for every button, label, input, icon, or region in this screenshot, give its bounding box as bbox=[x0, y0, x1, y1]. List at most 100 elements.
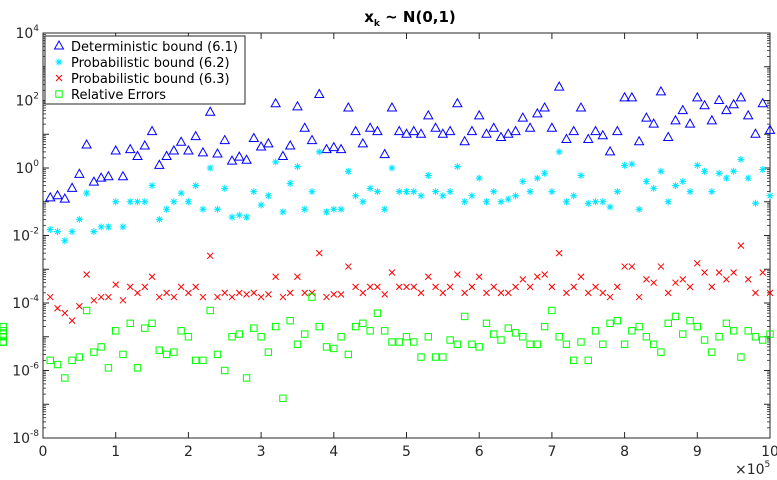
data-point bbox=[619, 91, 630, 102]
data-point bbox=[715, 333, 723, 341]
series-2 bbox=[47, 148, 774, 245]
data-point bbox=[708, 348, 716, 356]
data-point bbox=[328, 141, 340, 152]
data-point bbox=[301, 289, 309, 297]
data-point bbox=[272, 158, 280, 166]
data-point bbox=[737, 353, 745, 361]
data-point bbox=[744, 327, 752, 335]
data-point bbox=[199, 356, 207, 365]
data-point bbox=[664, 319, 672, 328]
data-point bbox=[670, 114, 681, 125]
data-point bbox=[570, 192, 578, 200]
data-point bbox=[337, 205, 345, 213]
data-point bbox=[270, 97, 281, 108]
data-point bbox=[344, 167, 352, 175]
data-point bbox=[751, 333, 760, 341]
data-point bbox=[592, 283, 599, 291]
data-point bbox=[693, 161, 701, 169]
data-point bbox=[439, 289, 447, 297]
data-point bbox=[468, 192, 476, 200]
data-point bbox=[271, 322, 280, 331]
data-point bbox=[504, 289, 512, 297]
data-point bbox=[415, 128, 427, 138]
data-point bbox=[635, 293, 643, 301]
data-point bbox=[563, 289, 570, 297]
data-point bbox=[337, 333, 345, 341]
data-point bbox=[119, 223, 127, 231]
data-point bbox=[119, 350, 127, 359]
data-point bbox=[597, 129, 609, 140]
data-point bbox=[292, 100, 303, 111]
data-point bbox=[386, 101, 398, 112]
data-point bbox=[430, 122, 441, 132]
y-tick-label: 10-8 bbox=[12, 429, 39, 447]
data-point bbox=[110, 144, 122, 155]
data-point bbox=[417, 289, 425, 297]
data-point bbox=[293, 163, 301, 171]
data-point bbox=[439, 192, 447, 200]
data-point bbox=[408, 125, 420, 136]
data-point bbox=[299, 122, 311, 132]
data-point bbox=[628, 327, 636, 335]
data-point bbox=[526, 340, 534, 348]
data-point bbox=[213, 205, 221, 213]
data-point bbox=[553, 81, 565, 91]
data-point bbox=[591, 327, 600, 335]
data-point bbox=[626, 91, 638, 102]
data-point bbox=[364, 122, 376, 132]
data-point bbox=[482, 319, 491, 328]
data-point bbox=[466, 125, 478, 136]
data-point bbox=[657, 167, 665, 175]
data-point bbox=[679, 177, 687, 185]
data-point bbox=[73, 168, 85, 178]
x-tick-label: 10 bbox=[761, 444, 777, 460]
data-point bbox=[417, 353, 425, 361]
data-point bbox=[713, 94, 725, 104]
data-point bbox=[691, 91, 703, 102]
data-point bbox=[750, 128, 761, 138]
data-point bbox=[437, 128, 449, 138]
data-point bbox=[454, 271, 461, 278]
data-point bbox=[490, 283, 498, 291]
data-point bbox=[257, 201, 265, 209]
data-point bbox=[366, 184, 374, 192]
data-point bbox=[393, 125, 405, 136]
data-point bbox=[613, 188, 621, 196]
data-point bbox=[103, 170, 114, 181]
data-point bbox=[286, 289, 294, 297]
data-point bbox=[359, 289, 367, 297]
data-point bbox=[139, 139, 151, 150]
data-point bbox=[221, 184, 229, 192]
data-point bbox=[308, 293, 316, 301]
data-point bbox=[168, 144, 180, 155]
data-point bbox=[751, 199, 759, 207]
data-point bbox=[453, 163, 461, 171]
data-point bbox=[599, 198, 607, 206]
data-point bbox=[679, 276, 687, 283]
data-point bbox=[148, 182, 156, 190]
data-point bbox=[729, 327, 738, 335]
data-point bbox=[723, 276, 730, 283]
data-point bbox=[519, 177, 527, 185]
data-point bbox=[359, 198, 367, 206]
data-point bbox=[228, 293, 236, 301]
data-point bbox=[497, 336, 505, 344]
data-point bbox=[308, 289, 316, 297]
data-point bbox=[446, 336, 454, 344]
data-point bbox=[197, 146, 209, 157]
data-point bbox=[323, 208, 331, 216]
data-point bbox=[183, 144, 194, 155]
data-point bbox=[590, 125, 601, 136]
data-point bbox=[90, 228, 98, 236]
data-point bbox=[635, 205, 643, 213]
y-tick-label: 10-6 bbox=[12, 362, 39, 380]
data-point bbox=[374, 283, 381, 291]
data-point bbox=[301, 205, 309, 213]
data-point bbox=[90, 296, 98, 304]
data-point bbox=[388, 269, 396, 276]
data-point bbox=[286, 179, 294, 187]
data-point bbox=[54, 304, 61, 312]
data-point bbox=[250, 324, 258, 332]
data-point bbox=[264, 348, 273, 356]
data-point bbox=[263, 137, 274, 148]
